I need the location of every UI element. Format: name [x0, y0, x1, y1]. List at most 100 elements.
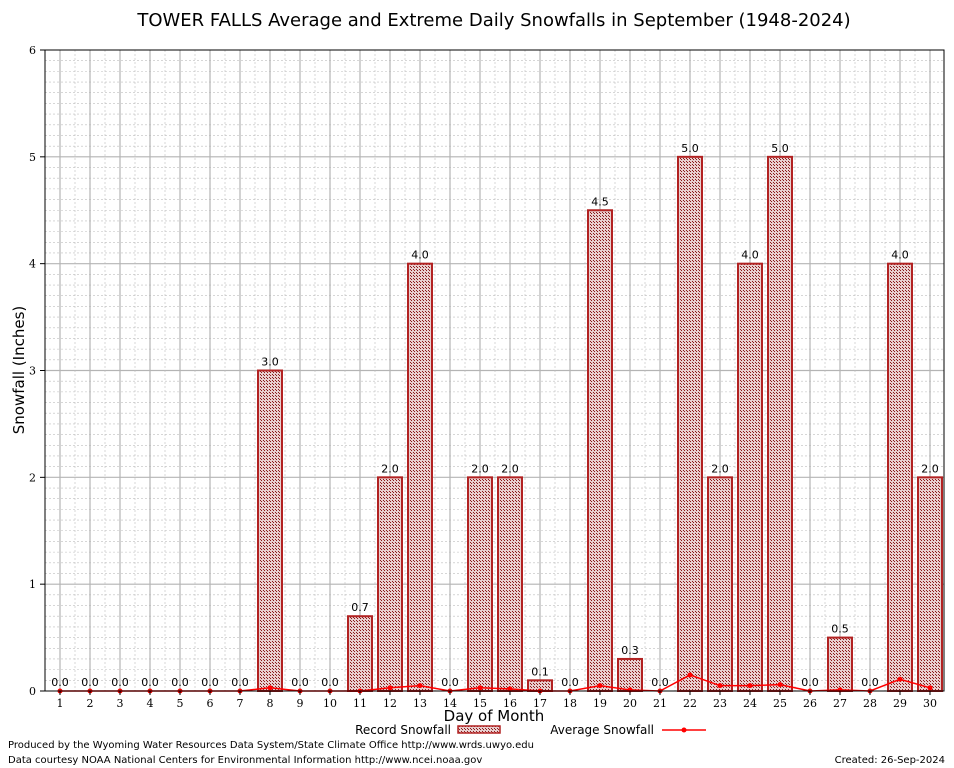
bar-value-label: 0.5	[831, 623, 849, 636]
x-tick-label: 7	[237, 697, 244, 710]
x-tick-label: 15	[473, 697, 487, 710]
x-tick-label: 9	[297, 697, 304, 710]
bar-value-label: 0.0	[801, 676, 819, 689]
x-tick-label: 8	[267, 697, 274, 710]
x-tick-label: 4	[147, 697, 154, 710]
record-bar	[887, 262, 913, 692]
chart-title: TOWER FALLS Average and Extreme Daily Sn…	[136, 10, 850, 31]
footer-courtesy: Data courtesy NOAA National Centers for …	[8, 755, 482, 766]
y-tick-label: 3	[29, 365, 36, 378]
bar-value-label: 0.0	[231, 676, 249, 689]
record-bar	[827, 636, 853, 692]
x-tick-label: 18	[563, 697, 577, 710]
bar-value-label: 4.0	[741, 249, 759, 262]
legend-record-label: Record Snowfall	[355, 723, 451, 737]
x-tick-label: 24	[743, 697, 757, 710]
y-tick-label: 4	[29, 258, 36, 271]
record-bar	[257, 369, 283, 692]
x-tick-label: 11	[353, 697, 367, 710]
y-axis-ticks: 0 1 2 3 4 5 6	[29, 44, 45, 698]
average-point	[747, 683, 753, 689]
x-tick-label: 21	[653, 697, 667, 710]
x-tick-label: 19	[593, 697, 607, 710]
legend: Record Snowfall Average Snowfall	[355, 723, 706, 737]
bar-value-label: 2.0	[921, 462, 939, 475]
record-bar	[737, 262, 763, 692]
record-bar	[707, 476, 733, 693]
bar-value-label: 0.0	[111, 676, 129, 689]
legend-average-label: Average Snowfall	[550, 723, 654, 737]
record-bar	[677, 155, 703, 693]
bar-value-label: 5.0	[681, 142, 699, 155]
average-point	[897, 676, 903, 682]
record-bar	[767, 155, 793, 693]
x-tick-label: 12	[383, 697, 397, 710]
bar-value-label: 0.0	[291, 676, 309, 689]
x-tick-label: 5	[177, 697, 184, 710]
bar-value-label: 0.0	[561, 676, 579, 689]
average-point	[267, 685, 273, 691]
bar-value-labels: 0.0 0.0 0.0 0.0 0.0 0.0 0.0 3.0 0.0 0.0 0.7 2.0 4.0 0…	[51, 142, 939, 689]
average-point	[417, 683, 423, 689]
average-point	[777, 682, 783, 688]
x-tick-label: 22	[683, 697, 697, 710]
bar-value-label: 0.0	[171, 676, 189, 689]
grid-lines	[45, 50, 944, 691]
bar-value-label: 0.0	[861, 676, 879, 689]
average-point	[387, 685, 393, 691]
x-tick-label: 20	[623, 697, 637, 710]
bar-value-label: 0.0	[441, 676, 459, 689]
x-tick-label: 25	[773, 697, 787, 710]
y-tick-label: 5	[29, 151, 36, 164]
bar-value-label: 0.0	[51, 676, 69, 689]
record-bar	[347, 615, 373, 693]
average-point	[687, 672, 693, 678]
average-point	[927, 685, 933, 691]
bar-value-label: 5.0	[771, 142, 789, 155]
bar-value-label: 2.0	[381, 462, 399, 475]
bar-value-label: 4.0	[411, 249, 429, 262]
bar-value-label: 0.7	[351, 601, 369, 614]
bar-value-label: 4.5	[591, 195, 609, 208]
record-bar	[377, 476, 403, 693]
record-bar	[917, 476, 943, 693]
x-axis-ticks: 1 2 3 4 5 6 7 8 9 10 11 12 13 14 15 16 17 18 19 20 21 22 23 24 2…	[57, 691, 937, 710]
record-bar	[407, 262, 433, 692]
x-tick-label: 1	[57, 697, 64, 710]
footer-created: Created: 26-Sep-2024	[835, 755, 945, 766]
legend-average-marker	[681, 727, 687, 733]
x-tick-label: 3	[117, 697, 124, 710]
x-tick-label: 23	[713, 697, 727, 710]
average-point	[717, 683, 723, 689]
x-tick-label: 2	[87, 697, 94, 710]
bar-value-label: 0.0	[201, 676, 219, 689]
x-tick-label: 16	[503, 697, 517, 710]
x-tick-label: 29	[893, 697, 907, 710]
bar-value-label: 2.0	[501, 462, 519, 475]
x-tick-label: 13	[413, 697, 427, 710]
x-tick-label: 28	[863, 697, 877, 710]
x-tick-label: 17	[533, 697, 547, 710]
legend-record-swatch	[457, 725, 501, 734]
bar-value-label: 0.0	[81, 676, 99, 689]
x-tick-label: 10	[323, 697, 337, 710]
bar-value-label: 3.0	[261, 356, 279, 369]
footer-produced-by: Produced by the Wyoming Water Resources …	[8, 740, 534, 751]
bar-value-label: 0.0	[651, 676, 669, 689]
x-tick-label: 14	[443, 697, 457, 710]
y-axis-label: Snowfall (Inches)	[10, 306, 28, 434]
bar-value-label: 4.0	[891, 249, 909, 262]
bar-value-label: 2.0	[711, 462, 729, 475]
bar-value-label: 0.1	[531, 665, 549, 678]
average-point	[477, 685, 483, 691]
record-bar	[497, 476, 523, 693]
y-tick-label: 1	[29, 578, 36, 591]
x-tick-label: 27	[833, 697, 847, 710]
bar-value-label: 2.0	[471, 462, 489, 475]
bar-value-label: 0.0	[141, 676, 159, 689]
bar-value-label: 0.3	[621, 644, 639, 657]
x-tick-label: 6	[207, 697, 214, 710]
record-bar	[617, 657, 643, 693]
y-tick-label: 6	[29, 44, 36, 57]
x-tick-label: 26	[803, 697, 817, 710]
